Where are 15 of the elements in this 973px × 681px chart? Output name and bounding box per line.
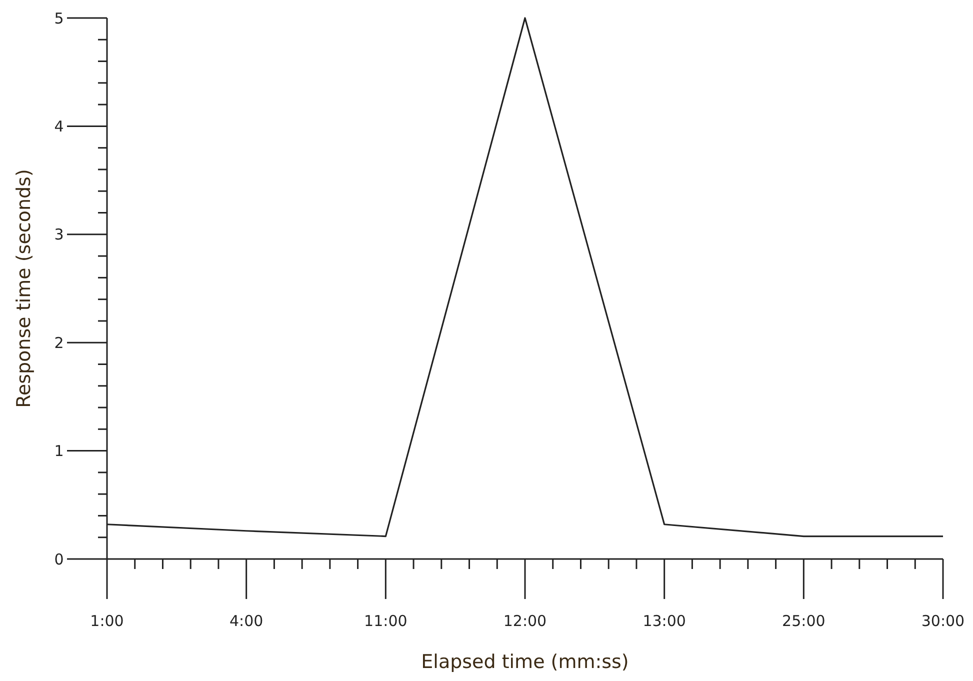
x-tick-label: 13:00 [642, 612, 686, 630]
x-tick-label: 25:00 [782, 612, 826, 630]
y-tick-label: 5 [54, 9, 64, 28]
x-tick-label: 1:00 [90, 612, 124, 630]
y-axis-title: Response time (seconds) [13, 169, 35, 408]
y-tick-label: 1 [54, 442, 64, 460]
y-tick-label: 2 [54, 334, 64, 352]
x-axis-title: Elapsed time (mm:ss) [421, 651, 629, 673]
x-tick-label: 4:00 [229, 612, 264, 630]
y-tick-label: 4 [54, 117, 64, 136]
y-tick-label: 0 [54, 550, 64, 568]
x-tick-label: 11:00 [364, 612, 408, 630]
x-tick-label: 12:00 [503, 612, 547, 630]
y-tick-label: 3 [54, 226, 64, 244]
x-tick-label: 30:00 [921, 612, 965, 630]
